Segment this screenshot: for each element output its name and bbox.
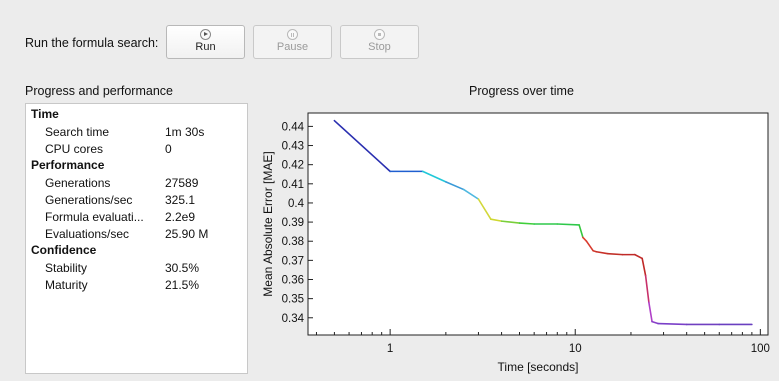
- series-line-segment: [644, 274, 650, 304]
- series-line-segment: [648, 301, 653, 323]
- run-button-label: Run: [195, 41, 216, 53]
- group-heading-performance: Performance: [31, 158, 105, 172]
- stat-value: 21.5%: [165, 278, 200, 292]
- stat-label: Stability: [45, 261, 88, 275]
- stat-value: 25.90 M: [165, 227, 209, 241]
- progress-panel-title: Progress and performance: [25, 84, 173, 98]
- stop-icon: [374, 29, 385, 40]
- y-tick-label: 0.38: [282, 236, 304, 248]
- series-line-segment: [500, 220, 521, 224]
- series-line-segment: [578, 224, 584, 239]
- y-tick-label: 0.34: [282, 313, 305, 325]
- series-line-segment: [462, 188, 480, 200]
- stat-value: 325.1: [165, 193, 196, 207]
- series-line-segment: [518, 222, 535, 225]
- stat-label: Evaluations/sec: [45, 227, 130, 241]
- group-heading-confidence: Confidence: [31, 243, 97, 257]
- y-tick-label: 0.37: [282, 255, 304, 267]
- series-line-segment: [641, 257, 647, 277]
- series-line-segment: [651, 320, 659, 325]
- y-tick-label: 0.41: [282, 179, 304, 191]
- y-tick-label: 0.42: [282, 160, 304, 172]
- y-axis-label: Mean Absolute Error [MAE]: [261, 151, 275, 296]
- toolbar-label: Run the formula search:: [25, 36, 159, 50]
- chart-panel-title: Progress over time: [469, 84, 574, 98]
- stat-label: Generations: [45, 176, 111, 190]
- series-line-segment: [556, 223, 580, 226]
- progress-panel: Time Search time 1m 30s CPU cores 0 Perf…: [25, 103, 248, 374]
- progress-chart-svg: 0.34 0.35 0.36 0.37 0.38 0.39 0.4 0.41 0.42 0.43 0…: [261, 112, 770, 374]
- stat-value: 1m 30s: [165, 125, 205, 139]
- y-tick-label: 0.43: [282, 141, 304, 153]
- run-button[interactable]: Run: [166, 25, 245, 59]
- pause-button[interactable]: Pause: [253, 25, 332, 59]
- series-line-segment: [490, 218, 503, 222]
- series-line-segment: [421, 170, 447, 183]
- stat-label: Formula evaluati...: [45, 210, 144, 224]
- stat-label: Generations/sec: [45, 193, 133, 207]
- series-line-segment: [333, 119, 391, 173]
- stat-value: 30.5%: [165, 261, 200, 275]
- pause-icon: [287, 29, 298, 40]
- play-icon: [200, 29, 211, 40]
- series-line-segment: [657, 322, 688, 326]
- stop-button[interactable]: Stop: [340, 25, 419, 59]
- series-line-segment: [595, 250, 609, 255]
- stat-label: Search time: [45, 125, 110, 139]
- x-tick-label: 100: [751, 343, 770, 355]
- group-heading-time: Time: [31, 107, 59, 121]
- x-tick-label: 1: [387, 343, 393, 355]
- stat-value: 27589: [165, 176, 199, 190]
- y-tick-label: 0.36: [282, 275, 304, 287]
- stat-value: 2.2e9: [165, 210, 196, 224]
- stat-label: Maturity: [45, 278, 88, 292]
- y-tick-label: 0.35: [282, 294, 304, 306]
- y-tick-label: 0.44: [282, 121, 305, 133]
- stop-button-label: Stop: [368, 41, 391, 53]
- pause-button-label: Pause: [276, 41, 309, 53]
- stat-value: 0: [165, 142, 172, 156]
- series-line-segment: [445, 181, 465, 191]
- progress-chart: 0.34 0.35 0.36 0.37 0.38 0.39 0.4 0.41 0.42 0.43 0…: [258, 103, 774, 376]
- series-line-segment: [582, 236, 588, 243]
- y-tick-label: 0.4: [288, 198, 305, 210]
- series-line-segment: [477, 198, 492, 221]
- x-axis-label: Time [seconds]: [498, 360, 579, 374]
- stat-label: CPU cores: [45, 142, 104, 156]
- y-tick-label: 0.39: [282, 217, 304, 229]
- series-line-segment: [585, 240, 594, 252]
- series-line-segment: [607, 252, 624, 256]
- x-tick-label: 10: [569, 343, 582, 355]
- series-line-segment: [634, 253, 643, 260]
